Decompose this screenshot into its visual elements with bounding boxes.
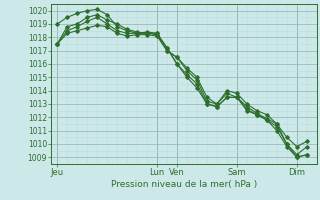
X-axis label: Pression niveau de la mer( hPa ): Pression niveau de la mer( hPa ) bbox=[111, 180, 257, 189]
